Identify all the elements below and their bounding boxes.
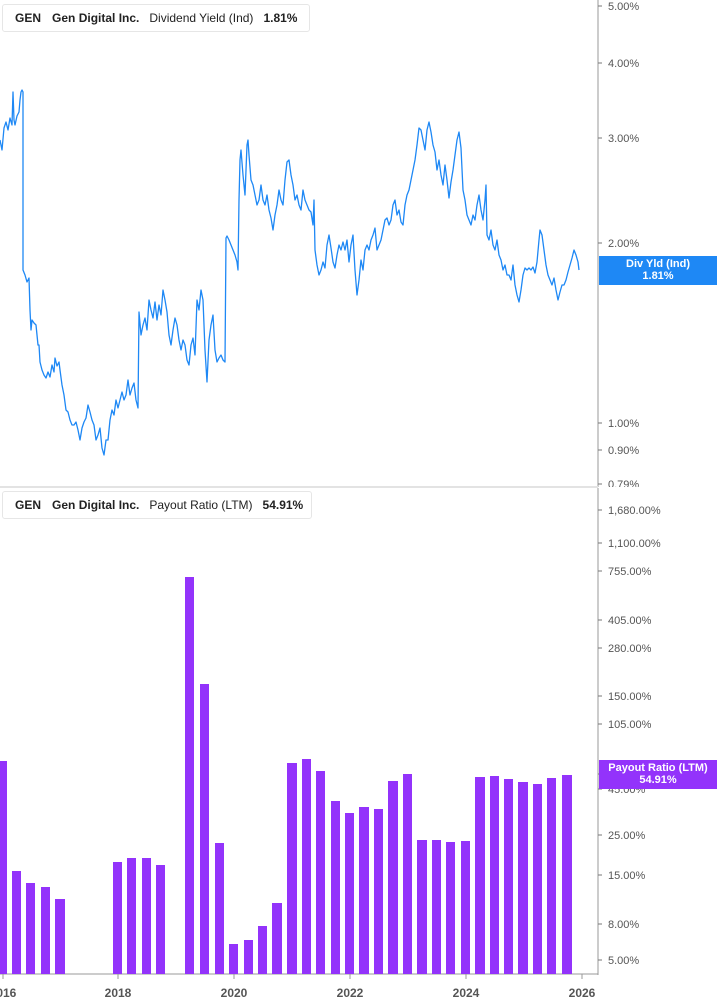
svg-text:2.00%: 2.00% <box>608 238 639 250</box>
svg-text:0.79%: 0.79% <box>608 479 639 487</box>
x-axis-ticks <box>2 974 583 979</box>
tag-label: Div Yld (Ind) <box>626 258 690 270</box>
legend-company: Gen Digital Inc. <box>52 498 140 512</box>
y-axis-ticks <box>598 5 602 485</box>
svg-text:5.00%: 5.00% <box>608 1 639 13</box>
svg-text:755.00%: 755.00% <box>608 566 652 578</box>
svg-text:2022: 2022 <box>337 986 364 1000</box>
tag-label: Payout Ratio (LTM) <box>608 762 708 774</box>
svg-text:3.00%: 3.00% <box>608 133 639 145</box>
svg-text:15.00%: 15.00% <box>608 870 646 882</box>
legend-ticker: GEN <box>15 11 42 25</box>
dividend-yield-panel: 5.00% 4.00% 3.00% 2.00% 1.00% 0.90% 0.79… <box>0 0 717 487</box>
svg-text:25.00%: 25.00% <box>608 830 646 842</box>
svg-text:8.00%: 8.00% <box>608 919 639 931</box>
payout-ratio-panel: 1,680.00% 1,100.00% 755.00% 405.00% 280.… <box>0 488 717 1005</box>
svg-text:4.00%: 4.00% <box>608 58 639 70</box>
legend-company: Gen Digital Inc. <box>52 11 140 25</box>
svg-text:405.00%: 405.00% <box>608 615 652 627</box>
x-axis-labels: 2016 2018 2020 2022 2024 2026 <box>0 986 596 1000</box>
svg-text:1,680.00%: 1,680.00% <box>608 505 661 517</box>
panel-separator[interactable] <box>0 486 598 488</box>
svg-text:1.00%: 1.00% <box>608 418 639 430</box>
y-axis-labels: 5.00% 4.00% 3.00% 2.00% 1.00% 0.90% 0.79… <box>608 1 639 487</box>
svg-text:2020: 2020 <box>221 986 248 1000</box>
svg-text:2026: 2026 <box>569 986 596 1000</box>
tag-value: 1.81% <box>642 270 674 282</box>
svg-text:5.00%: 5.00% <box>608 955 639 967</box>
legend-ticker: GEN <box>15 498 42 512</box>
svg-text:2016: 2016 <box>0 986 17 1000</box>
svg-text:0.90%: 0.90% <box>608 445 639 457</box>
dividend-yield-legend[interactable]: GEN Gen Digital Inc. Dividend Yield (Ind… <box>2 4 310 32</box>
legend-metric: Payout Ratio (LTM) <box>149 498 253 512</box>
y-axis-ticks <box>598 509 602 961</box>
legend-metric: Dividend Yield (Ind) <box>149 11 254 25</box>
payout-ratio-legend[interactable]: GEN Gen Digital Inc. Payout Ratio (LTM) … <box>2 491 312 519</box>
tag-value: 54.91% <box>639 774 677 786</box>
svg-text:150.00%: 150.00% <box>608 691 652 703</box>
payout-ratio-value-tag: Payout Ratio (LTM) 54.91% <box>599 760 717 789</box>
dividend-yield-line <box>0 89 580 456</box>
svg-text:105.00%: 105.00% <box>608 719 652 731</box>
legend-value: 54.91% <box>262 498 304 512</box>
payout-ratio-chart[interactable]: 1,680.00% 1,100.00% 755.00% 405.00% 280.… <box>0 488 717 1005</box>
dividend-yield-chart[interactable]: 5.00% 4.00% 3.00% 2.00% 1.00% 0.90% 0.79… <box>0 0 717 487</box>
svg-text:280.00%: 280.00% <box>608 643 652 655</box>
payout-bars <box>0 577 572 974</box>
legend-value: 1.81% <box>263 11 298 25</box>
dividend-yield-value-tag: Div Yld (Ind) 1.81% <box>599 256 717 285</box>
svg-text:2018: 2018 <box>105 986 132 1000</box>
svg-text:1,100.00%: 1,100.00% <box>608 538 661 550</box>
y-axis-labels: 1,680.00% 1,100.00% 755.00% 405.00% 280.… <box>608 505 661 967</box>
svg-text:2024: 2024 <box>453 986 480 1000</box>
